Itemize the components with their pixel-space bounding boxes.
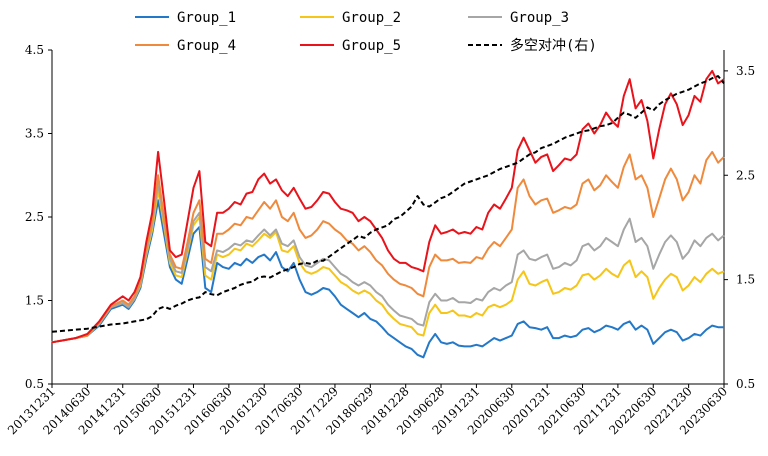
legend-label-group-3: Group_3 <box>510 10 569 26</box>
left-tick-label: 3.5 <box>25 127 44 141</box>
right-tick-label: 0.5 <box>736 377 755 391</box>
left-tick-label: 4.5 <box>25 43 44 57</box>
series-line-long-short <box>51 75 725 333</box>
right-tick-label: 1.5 <box>736 273 755 287</box>
legend-label-long-short: 多空对冲(右) <box>510 37 597 54</box>
series-line-group-4 <box>51 150 725 344</box>
legend: Group_1 Group_2 Group_3 Group_4 Group_5 多空对冲(… <box>135 10 597 54</box>
series-line-group-5 <box>51 69 725 344</box>
legend-label-group-4: Group_4 <box>177 38 236 54</box>
series-line-group-3 <box>51 182 725 344</box>
legend-label-group-5: Group_5 <box>342 38 401 54</box>
left-tick-label: 0.5 <box>25 377 44 391</box>
left-tick-label: 2.5 <box>25 210 44 224</box>
left-tick-label: 1.5 <box>25 294 44 308</box>
legend-label-group-2: Group_2 <box>342 10 401 26</box>
series-line-group-1 <box>51 199 724 359</box>
right-tick-label: 3.5 <box>736 64 755 78</box>
series-line-group-2 <box>51 189 725 344</box>
right-tick-label: 2.5 <box>736 168 755 182</box>
series-layer <box>51 69 725 359</box>
legend-label-group-1: Group_1 <box>177 10 236 26</box>
